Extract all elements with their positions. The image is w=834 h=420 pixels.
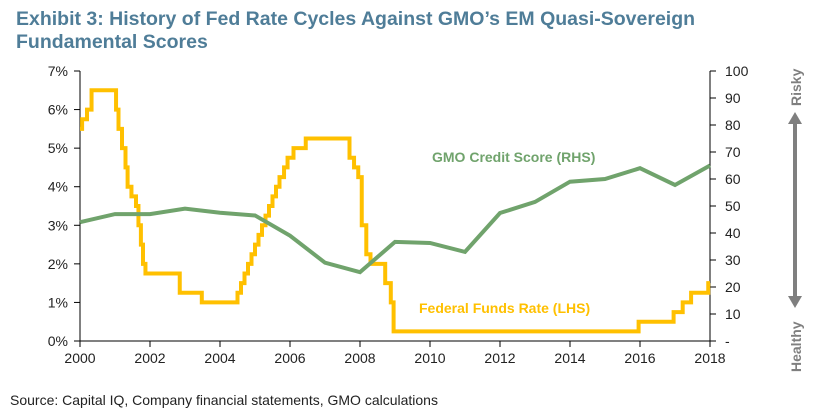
x-tick-label: 2002 [134, 350, 165, 366]
fed-funds-rate-line [80, 88, 711, 334]
right-tick-label: 90 [725, 90, 741, 106]
arrow-down-icon [788, 296, 802, 308]
series-label-gmo-credit-score: GMO Credit Score (RHS) [432, 149, 595, 165]
x-tick-label: 2004 [204, 350, 235, 366]
chart-title: Exhibit 3: History of Fed Rate Cycles Ag… [16, 8, 696, 53]
x-tick-label: 2008 [344, 350, 375, 366]
right-tick-label: 80 [725, 117, 741, 133]
right-tick-label: 60 [725, 171, 741, 187]
healthy-label: Healthy [788, 321, 804, 372]
x-tick-label: 2010 [414, 350, 445, 366]
right-tick-label: 70 [725, 144, 741, 160]
arrow-up-icon [788, 112, 802, 124]
x-tick-label: 2012 [484, 350, 515, 366]
left-tick-label: 4% [48, 179, 68, 195]
right-tick-label: 30 [725, 252, 741, 268]
left-tick-label: 6% [48, 102, 68, 118]
right-tick-label: 20 [725, 279, 741, 295]
series-label-fed-funds-rate: Federal Funds Rate (LHS) [419, 300, 590, 316]
left-tick-label: 3% [48, 217, 68, 233]
left-tick-label: 1% [48, 294, 68, 310]
x-tick-label: 2000 [64, 350, 95, 366]
left-tick-label: 0% [48, 333, 68, 349]
x-tick-label: 2014 [554, 350, 585, 366]
right-tick-label: - [725, 333, 730, 349]
left-tick-label: 2% [48, 256, 68, 272]
left-tick-label: 7% [48, 63, 68, 79]
source-note: Source: Capital IQ, Company financial st… [10, 392, 438, 408]
x-tick-label: 2018 [694, 350, 725, 366]
right-tick-label: 40 [725, 225, 741, 241]
right-tick-label: 10 [725, 306, 741, 322]
right-tick-label: 100 [725, 63, 749, 79]
gmo-credit-score-line [79, 163, 711, 275]
right-tick-label: 50 [725, 198, 741, 214]
x-tick-label: 2006 [274, 350, 305, 366]
risky-label: Risky [788, 68, 804, 106]
x-tick-label: 2016 [624, 350, 655, 366]
left-tick-label: 5% [48, 140, 68, 156]
